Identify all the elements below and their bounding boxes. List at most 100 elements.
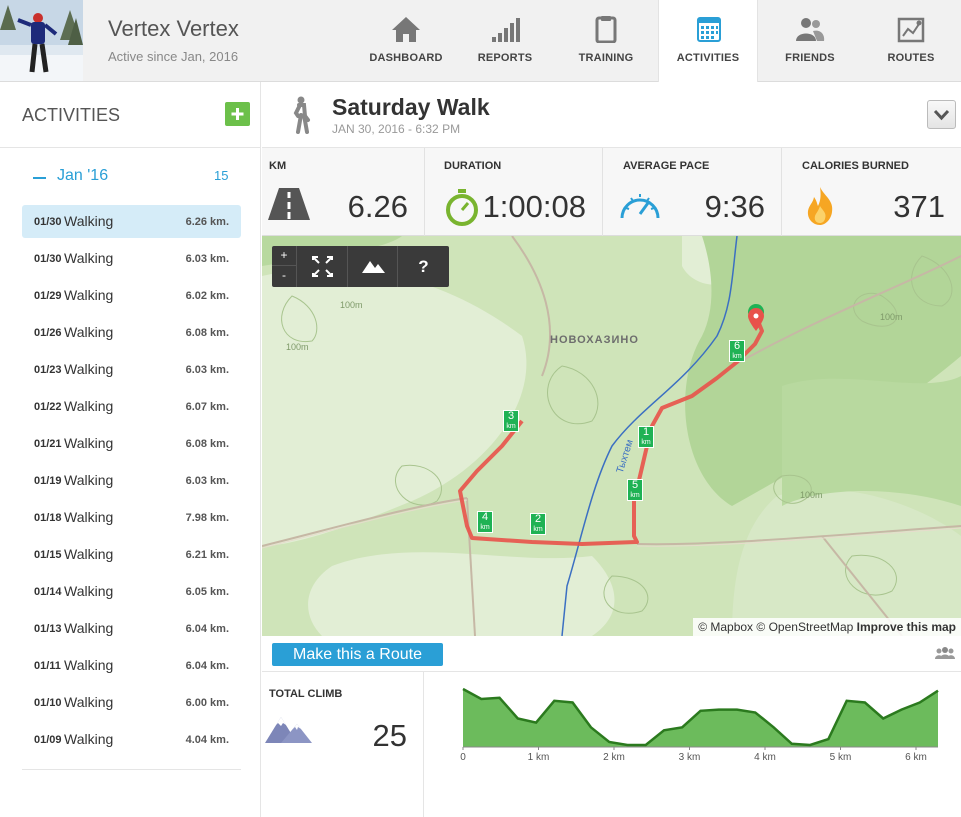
activity-title: Saturday Walk (332, 94, 490, 120)
activity-type: Walking (64, 361, 114, 377)
month-label[interactable]: Jan '16 (57, 167, 109, 184)
user-name: Vertex Vertex (108, 16, 239, 41)
stat-value: 6.26 (347, 189, 408, 224)
activity-date: 01/13 (34, 623, 62, 635)
climb-value: 25 (372, 718, 407, 753)
activity-type: Walking (64, 657, 114, 673)
make-route-button[interactable]: Make this a Route (272, 643, 443, 666)
activity-date: 01/11 (34, 660, 61, 672)
activities-sidebar: ACTIVITIES Jan '16 15 01/30 Walking 6.26… (0, 82, 261, 817)
activity-type: Walking (64, 287, 114, 303)
activity-item[interactable]: 01/13 Walking 6.04 km. (22, 612, 241, 645)
activity-item[interactable]: 01/26 Walking 6.08 km. (22, 316, 241, 349)
terrain-button[interactable] (348, 246, 398, 287)
activity-date: 01/26 (34, 327, 62, 339)
flame-icon (807, 187, 833, 225)
month-count: 15 (214, 168, 229, 183)
elevation-chart[interactable]: 0 1 km 2 km 3 km 4 km 5 km 6 km (425, 672, 961, 772)
walking-person-icon (293, 96, 310, 134)
nav-dashboard[interactable]: DASHBOARD (356, 0, 456, 82)
activity-item[interactable]: 01/18 Walking 7.98 km. (22, 501, 241, 534)
chevron-down-icon (933, 109, 950, 121)
mapbox-link[interactable]: © Mapbox (698, 620, 754, 634)
activity-type: Walking (64, 509, 114, 525)
calendar-icon (697, 17, 721, 42)
activity-item[interactable]: 01/30 Walking 6.03 km. (22, 242, 241, 275)
group-icon[interactable] (935, 646, 955, 660)
improve-map-link[interactable]: Improve this map (856, 620, 956, 634)
activity-item[interactable]: 01/09 Walking 4.04 km. (22, 723, 241, 756)
activity-date: 01/29 (34, 290, 62, 302)
activity-type: Walking (64, 620, 114, 636)
activity-item[interactable]: 01/21 Walking 6.08 km. (22, 427, 241, 460)
activity-item[interactable]: 01/29 Walking 6.02 km. (22, 279, 241, 312)
activity-distance: 6.03 km. (185, 364, 229, 376)
nav-routes[interactable]: ROUTES (861, 0, 961, 82)
activity-distance: 6.00 km. (185, 697, 229, 709)
activity-date: JAN 30, 2016 - 6:32 PM (332, 122, 461, 136)
clipboard-icon (595, 16, 617, 43)
activity-type: Walking (64, 213, 114, 229)
avatar[interactable] (0, 0, 83, 81)
contour-label: 100m (286, 342, 309, 352)
nav-friends[interactable]: FRIENDS (760, 0, 860, 82)
activity-distance: 4.04 km. (185, 734, 229, 746)
activity-distance: 6.08 km. (185, 438, 229, 450)
activity-header: Saturday Walk JAN 30, 2016 - 6:32 PM (262, 82, 961, 148)
climb-label: TOTAL CLIMB (269, 688, 343, 700)
activity-item[interactable]: 01/19 Walking 6.03 km. (22, 464, 241, 497)
stat-label: CALORIES BURNED (802, 160, 909, 172)
add-activity-button[interactable] (225, 102, 250, 126)
nav-training[interactable]: TRAINING (556, 0, 656, 82)
activity-item[interactable]: 01/14 Walking 6.05 km. (22, 575, 241, 608)
stat-label: AVERAGE PACE (623, 160, 710, 172)
activity-distance: 6.04 km. (185, 660, 229, 672)
activity-distance: 6.21 km. (185, 549, 229, 561)
zoom-in-button[interactable]: + (272, 246, 296, 266)
total-climb-panel: TOTAL CLIMB 25 (262, 672, 424, 817)
elevation-area (463, 689, 938, 747)
activity-type: Walking (64, 731, 114, 747)
activity-type: Walking (64, 250, 114, 266)
people-icon (796, 18, 825, 41)
user-since: Active since Jan, 2016 (108, 49, 239, 64)
fullscreen-icon (312, 256, 333, 277)
activity-item[interactable]: 01/10 Walking 6.00 km. (22, 686, 241, 719)
nav-activities[interactable]: ACTIVITIES (658, 0, 758, 83)
x-tick-label: 4 km (754, 752, 776, 763)
map-help-button[interactable]: ? (418, 257, 429, 276)
route-map-icon (897, 17, 925, 43)
activity-item[interactable]: 01/30 Walking 6.26 km. (22, 205, 241, 238)
road-icon (268, 188, 310, 220)
activity-date: 01/30 (34, 253, 62, 265)
stat-value: 1:00:08 (482, 189, 586, 224)
place-label: НОВОХАЗИНО (550, 334, 639, 346)
fullscreen-button[interactable] (297, 246, 348, 287)
options-dropdown-button[interactable] (927, 100, 956, 129)
nav-reports[interactable]: REPORTS (455, 0, 555, 82)
collapse-month-icon[interactable] (33, 177, 46, 179)
nav-label: REPORTS (477, 52, 533, 64)
activity-date: 01/23 (34, 364, 62, 376)
activity-item[interactable]: 01/23 Walking 6.03 km. (22, 353, 241, 386)
divider (22, 769, 241, 770)
osm-link[interactable]: © OpenStreetMap (756, 620, 854, 634)
x-tick-label: 2 km (603, 752, 625, 763)
km-marker: 2 km (530, 513, 546, 535)
sidebar-title: ACTIVITIES (22, 105, 121, 125)
activity-item[interactable]: 01/11 Walking 6.04 km. (22, 649, 241, 682)
activity-item[interactable]: 01/15 Walking 6.21 km. (22, 538, 241, 571)
km-marker: 6 km (729, 340, 745, 362)
stat-distance: KM 6.26 (262, 148, 425, 236)
activity-distance: 6.08 km. (185, 327, 229, 339)
zoom-controls: + - (272, 246, 297, 287)
mountains-icon (265, 717, 312, 743)
zoom-out-button[interactable]: - (282, 268, 286, 282)
activity-distance: 7.98 km. (185, 512, 229, 524)
home-icon (392, 17, 420, 42)
activity-item[interactable]: 01/22 Walking 6.07 km. (22, 390, 241, 423)
km-marker: 5 km (627, 479, 643, 501)
x-tick-label: 3 km (679, 752, 701, 763)
nav-label: FRIENDS (785, 52, 835, 64)
